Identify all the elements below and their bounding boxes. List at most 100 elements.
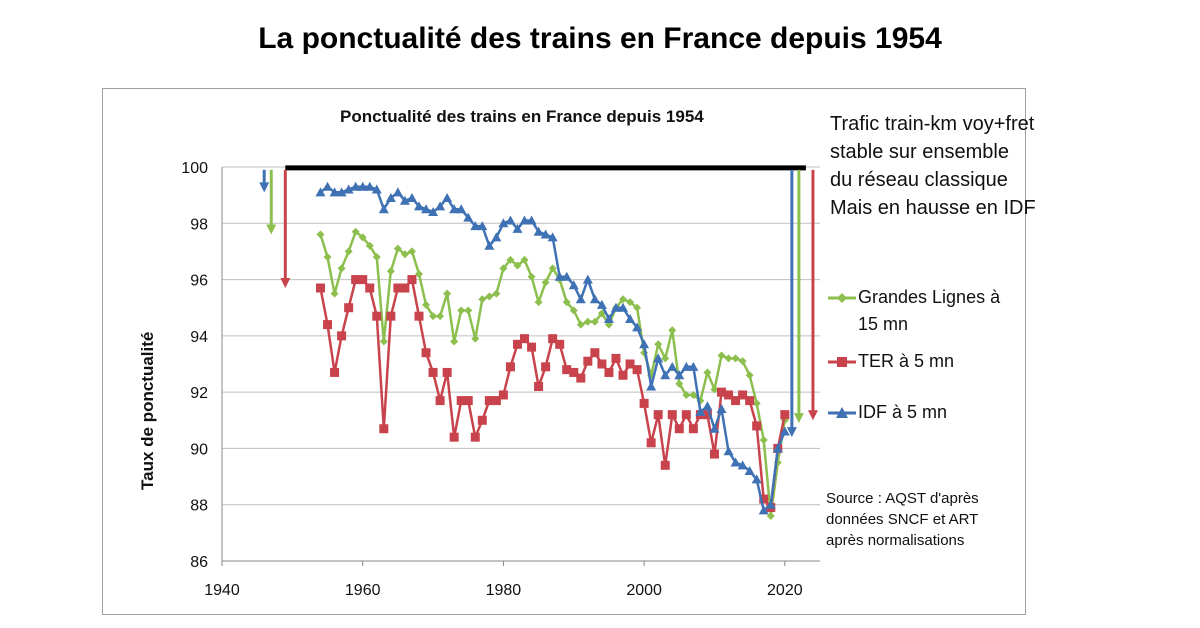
series-ter xyxy=(315,275,790,513)
data-point xyxy=(393,244,402,253)
arrow-ter xyxy=(807,169,818,421)
data-point xyxy=(379,424,389,434)
source-note: Source : AQST d'après données SNCF et AR… xyxy=(826,488,979,551)
x-tick-label: 1960 xyxy=(345,582,381,599)
y-tick-labels: 86 88 90 92 94 96 98 100 xyxy=(181,160,208,571)
annotation-line: Mais en hausse en IDF xyxy=(830,197,1036,219)
data-point xyxy=(520,334,530,344)
data-point xyxy=(653,410,663,420)
data-point xyxy=(547,232,558,242)
data-point xyxy=(682,390,691,399)
data-point xyxy=(386,267,395,276)
data-point xyxy=(745,371,754,380)
data-point xyxy=(477,415,487,425)
data-point xyxy=(414,311,424,321)
data-point xyxy=(399,195,410,205)
data-point xyxy=(632,365,642,375)
source-line: après normalisations xyxy=(826,532,965,549)
data-point xyxy=(780,410,790,420)
data-point xyxy=(752,421,762,431)
y-tick-label: 96 xyxy=(190,273,208,290)
data-point xyxy=(407,275,417,285)
data-point xyxy=(323,320,333,330)
data-point xyxy=(681,410,691,420)
data-point xyxy=(442,367,452,377)
data-point xyxy=(527,342,537,352)
data-point xyxy=(499,264,508,273)
data-point xyxy=(315,283,325,293)
data-point xyxy=(365,241,374,250)
legend-label-ter: TER à 5 mn xyxy=(858,351,955,371)
data-point xyxy=(569,306,578,315)
data-point xyxy=(576,373,586,383)
data-point xyxy=(632,322,643,332)
data-point xyxy=(625,359,635,369)
data-point xyxy=(667,410,677,420)
y-tick-label: 100 xyxy=(181,160,208,177)
data-point xyxy=(357,181,368,191)
data-point xyxy=(498,218,509,228)
data-point xyxy=(626,298,635,307)
data-point xyxy=(772,443,783,453)
data-point xyxy=(413,201,424,211)
data-point xyxy=(681,361,692,371)
data-point xyxy=(336,187,347,197)
data-point xyxy=(533,226,544,236)
data-point xyxy=(329,187,340,197)
data-point xyxy=(470,221,481,231)
arrow-grandes_lignes xyxy=(793,169,804,424)
data-point xyxy=(330,367,340,377)
data-point xyxy=(435,396,445,406)
legend-item-grandes-lignes: Grandes Lignes à 15 mn xyxy=(828,284,1018,338)
data-point xyxy=(414,269,423,278)
data-point xyxy=(717,351,726,360)
data-point xyxy=(379,337,388,346)
data-point xyxy=(541,362,551,372)
arrow-idf xyxy=(786,169,797,438)
data-point xyxy=(639,398,649,408)
chart-frame xyxy=(102,88,1026,615)
data-point xyxy=(428,367,438,377)
data-point xyxy=(562,365,572,375)
data-point xyxy=(407,247,416,256)
data-point xyxy=(428,207,439,217)
y-tick-label: 98 xyxy=(190,216,208,233)
data-point xyxy=(568,280,579,290)
data-point xyxy=(744,465,755,475)
data-point xyxy=(442,192,453,202)
data-point xyxy=(668,326,677,335)
data-point xyxy=(400,283,410,293)
data-point xyxy=(548,334,558,344)
data-point xyxy=(709,423,720,433)
data-point xyxy=(365,283,375,293)
data-point xyxy=(562,298,571,307)
data-point xyxy=(344,303,354,313)
arrow-group xyxy=(259,169,818,438)
arrow-idf xyxy=(259,169,270,193)
data-point xyxy=(583,317,592,326)
data-point xyxy=(315,187,326,197)
data-point xyxy=(554,271,565,281)
data-point xyxy=(737,460,748,470)
legend-label-grandes-lignes-line2: 15 mn xyxy=(858,314,909,334)
data-point xyxy=(421,348,431,358)
data-point xyxy=(457,306,466,315)
data-point xyxy=(576,320,585,329)
data-point xyxy=(443,289,452,298)
data-point xyxy=(702,410,712,420)
data-point xyxy=(422,300,431,309)
x-tick-label: 2020 xyxy=(767,582,803,599)
data-point xyxy=(646,438,656,448)
data-point xyxy=(337,331,347,341)
data-point xyxy=(505,362,515,372)
data-point xyxy=(660,460,670,470)
data-point xyxy=(343,184,354,194)
data-point xyxy=(512,223,523,233)
data-point xyxy=(519,215,530,225)
data-point xyxy=(583,356,593,366)
data-point xyxy=(534,298,543,307)
y-tick-label: 92 xyxy=(190,385,208,402)
data-point xyxy=(717,387,727,397)
data-point xyxy=(633,303,642,312)
series-group xyxy=(315,181,790,520)
